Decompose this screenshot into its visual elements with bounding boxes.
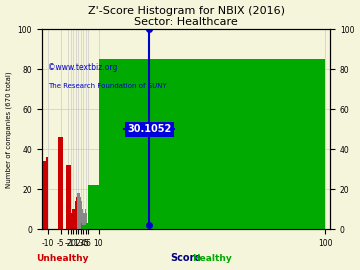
Bar <box>82 209 84 229</box>
Text: Healthy: Healthy <box>192 254 232 263</box>
Bar <box>61 137 63 229</box>
Bar <box>66 165 68 229</box>
Bar <box>86 213 87 229</box>
Bar <box>75 201 76 229</box>
Bar <box>85 209 86 229</box>
Bar <box>81 223 82 229</box>
Text: ©www.textbiz.org: ©www.textbiz.org <box>48 63 117 72</box>
X-axis label: Score: Score <box>171 254 202 264</box>
Bar <box>99 59 325 229</box>
Bar <box>69 219 71 229</box>
Y-axis label: Number of companies (670 total): Number of companies (670 total) <box>5 71 12 188</box>
Bar <box>72 209 73 229</box>
Text: The Research Foundation of SUNY: The Research Foundation of SUNY <box>48 83 166 89</box>
Bar <box>73 209 75 229</box>
Bar <box>84 213 85 229</box>
Bar <box>78 193 80 229</box>
Bar <box>76 197 77 229</box>
Title: Z'-Score Histogram for NBIX (2016)
Sector: Healthcare: Z'-Score Histogram for NBIX (2016) Secto… <box>87 6 284 27</box>
Bar <box>80 197 81 229</box>
Bar <box>43 161 46 229</box>
Bar <box>77 193 78 229</box>
Bar <box>71 213 72 229</box>
Text: Unhealthy: Unhealthy <box>36 254 88 263</box>
Bar <box>86 223 87 229</box>
Bar <box>89 185 99 229</box>
Bar <box>84 225 85 229</box>
Bar <box>89 185 99 229</box>
Bar <box>85 225 86 229</box>
Bar <box>46 157 48 229</box>
Bar <box>82 225 84 229</box>
Text: 30.1052: 30.1052 <box>127 124 171 134</box>
Bar <box>68 165 71 229</box>
Bar <box>87 223 89 229</box>
Bar <box>81 201 82 229</box>
Bar <box>58 137 61 229</box>
